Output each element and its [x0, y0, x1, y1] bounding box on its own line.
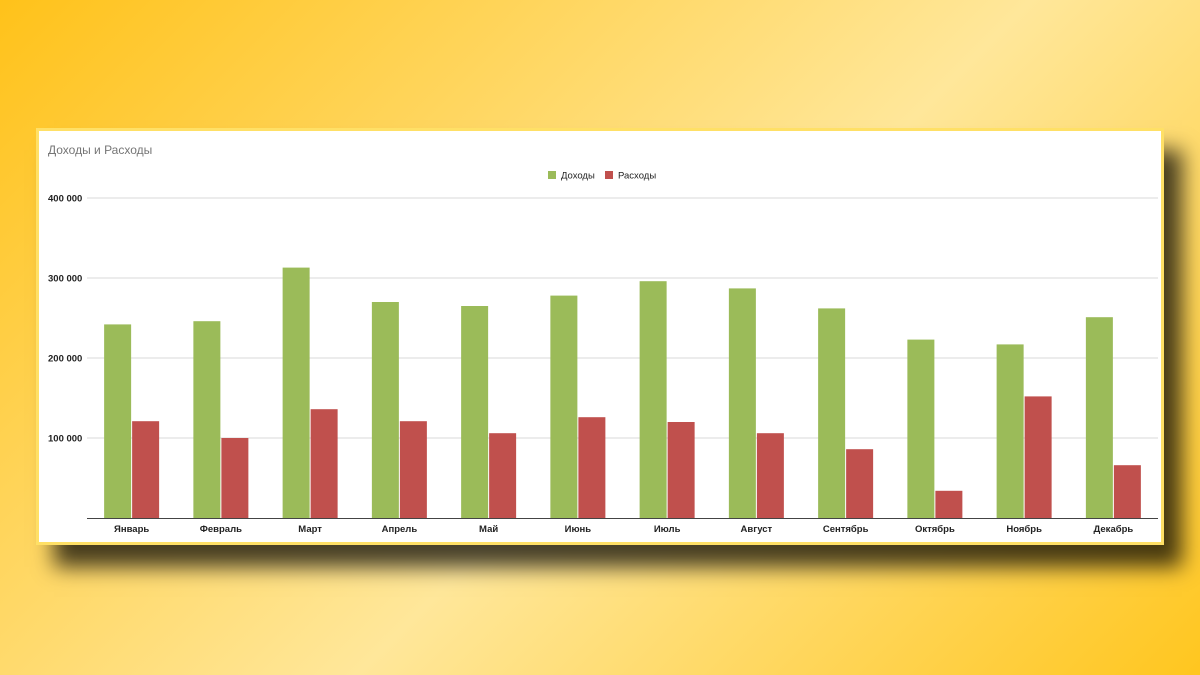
bar-expenses	[846, 449, 874, 518]
chart-card: Доходы и Расходы Доходы Расходы 100 000 2…	[36, 128, 1164, 545]
x-tick-label: Ноябрь	[1006, 524, 1042, 535]
bar-expenses	[935, 490, 963, 518]
gridlines	[87, 197, 1158, 439]
bar-income	[996, 344, 1024, 518]
bar-expenses	[399, 421, 427, 518]
x-tick-label: Сентябрь	[823, 524, 869, 535]
bar-income	[639, 281, 667, 518]
bar-expenses	[132, 421, 160, 518]
legend: Доходы Расходы	[548, 171, 656, 182]
chart-title: Доходы и Расходы	[48, 143, 152, 157]
bar-expenses	[578, 417, 606, 518]
y-tick-label: 400 000	[48, 194, 82, 205]
x-tick-label: Декабрь	[1094, 524, 1134, 535]
y-tick-label: 100 000	[48, 434, 82, 445]
bar-income	[907, 339, 935, 518]
x-tick-label: Июль	[654, 524, 681, 535]
bar-income	[818, 308, 846, 518]
x-tick-label: Январь	[114, 524, 149, 535]
x-axis-ticks: Январь Февраль Март Апрель Май Июнь Июль Август…	[114, 524, 1133, 535]
bar-expenses	[221, 438, 249, 518]
bar-expenses	[667, 422, 695, 518]
bars	[104, 267, 1141, 518]
bar-income	[282, 267, 310, 518]
x-tick-label: Апрель	[382, 524, 418, 535]
bar-chart: Доходы и Расходы Доходы Расходы 100 000 2…	[48, 143, 1158, 535]
y-axis-ticks: 100 000 200 000 300 000 400 000	[48, 194, 82, 445]
legend-swatch-expenses	[605, 171, 613, 179]
bar-income	[550, 295, 578, 518]
bar-expenses	[1113, 465, 1141, 518]
y-tick-label: 200 000	[48, 354, 82, 365]
bar-expenses	[756, 433, 784, 518]
bar-income	[193, 321, 221, 518]
bar-income	[1085, 317, 1113, 518]
bar-income	[104, 324, 132, 518]
x-tick-label: Октябрь	[915, 524, 955, 535]
bar-income	[371, 302, 399, 518]
bar-income	[728, 288, 756, 518]
x-tick-label: Март	[298, 524, 322, 535]
bar-income	[461, 306, 489, 518]
x-tick-label: Июнь	[565, 524, 592, 535]
legend-label-income: Доходы	[561, 171, 595, 182]
bar-expenses	[1024, 396, 1052, 518]
bar-expenses	[489, 433, 517, 518]
y-tick-label: 300 000	[48, 274, 82, 285]
bar-expenses	[310, 409, 338, 518]
legend-label-expenses: Расходы	[618, 171, 656, 182]
x-tick-label: Февраль	[200, 524, 242, 535]
x-tick-label: Май	[479, 524, 498, 535]
x-tick-label: Август	[741, 524, 773, 535]
legend-swatch-income	[548, 171, 556, 179]
